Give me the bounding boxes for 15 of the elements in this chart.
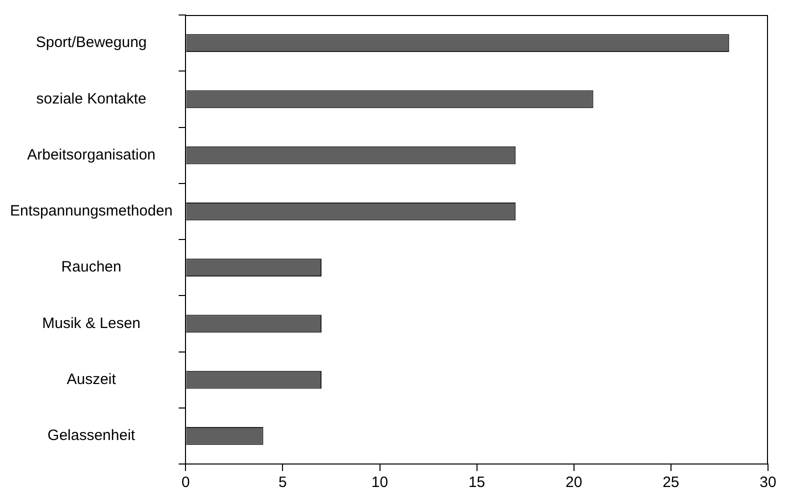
y-tick-label: Arbeitsorganisation [27, 146, 156, 164]
x-tick-label: 5 [278, 474, 287, 492]
y-tick-label: Entspannungsmethoden [10, 202, 173, 220]
y-tick-label: Rauchen [61, 258, 122, 276]
y-tick-label: Gelassenheit [48, 427, 136, 444]
x-tick-label: 30 [760, 474, 776, 492]
y-tick-label: Auszeit [66, 370, 117, 388]
x-tick-label: 20 [566, 474, 582, 492]
y-tick-label: Sport/Bewegung [36, 34, 147, 52]
x-tick-label: 25 [662, 474, 680, 492]
y-tick-label: soziale Kontakte [36, 90, 146, 108]
x-tick-label: 10 [371, 474, 388, 492]
y-tick-label: Musik & Lesen [42, 314, 141, 332]
x-tick-label: 15 [468, 474, 486, 492]
x-tick-label: 0 [181, 474, 190, 492]
